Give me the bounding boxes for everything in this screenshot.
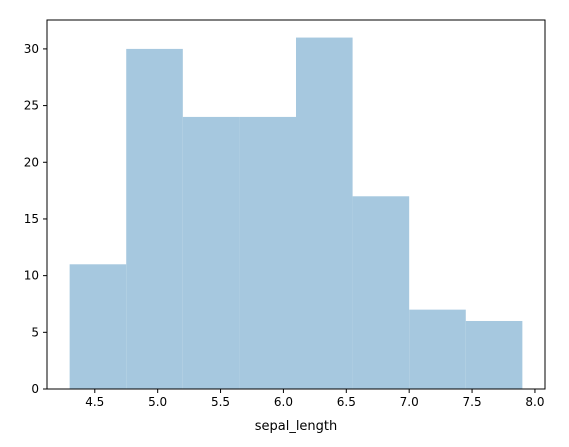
x-tick-label: 5.5 [211, 395, 230, 409]
y-tick-label: 10 [24, 269, 39, 283]
axes-frame [46, 19, 546, 390]
y-tick-label: 15 [24, 212, 39, 226]
x-tick-label: 7.0 [400, 395, 419, 409]
y-axis-ticks: 0 5 10 15 20 25 30 [24, 42, 47, 396]
y-tick-label: 20 [24, 155, 39, 169]
x-tick-label: 4.5 [85, 395, 104, 409]
x-axis-label: sepal_length [255, 419, 338, 434]
x-tick-label: 5.0 [148, 395, 167, 409]
histogram-bar [465, 320, 523, 389]
histogram-bar [296, 37, 353, 389]
histogram-bar [352, 196, 410, 389]
x-axis-ticks: 4.5 5.0 5.5 6.0 6.5 7.0 7.5 8.0 [85, 389, 544, 409]
x-tick-label: 7.5 [463, 395, 482, 409]
histogram-bar [239, 116, 296, 389]
histogram-bar [182, 116, 240, 389]
y-tick-label: 0 [31, 382, 39, 396]
histogram-bar [126, 48, 183, 389]
x-tick-label: 6.0 [274, 395, 293, 409]
x-tick-label: 8.0 [525, 395, 544, 409]
histogram-bars [69, 37, 523, 389]
histogram-bar [69, 264, 127, 389]
y-tick-label: 5 [31, 325, 39, 339]
y-tick-label: 30 [24, 42, 39, 56]
x-tick-label: 6.5 [337, 395, 356, 409]
histogram-bar [409, 309, 466, 389]
y-tick-label: 25 [24, 99, 39, 113]
